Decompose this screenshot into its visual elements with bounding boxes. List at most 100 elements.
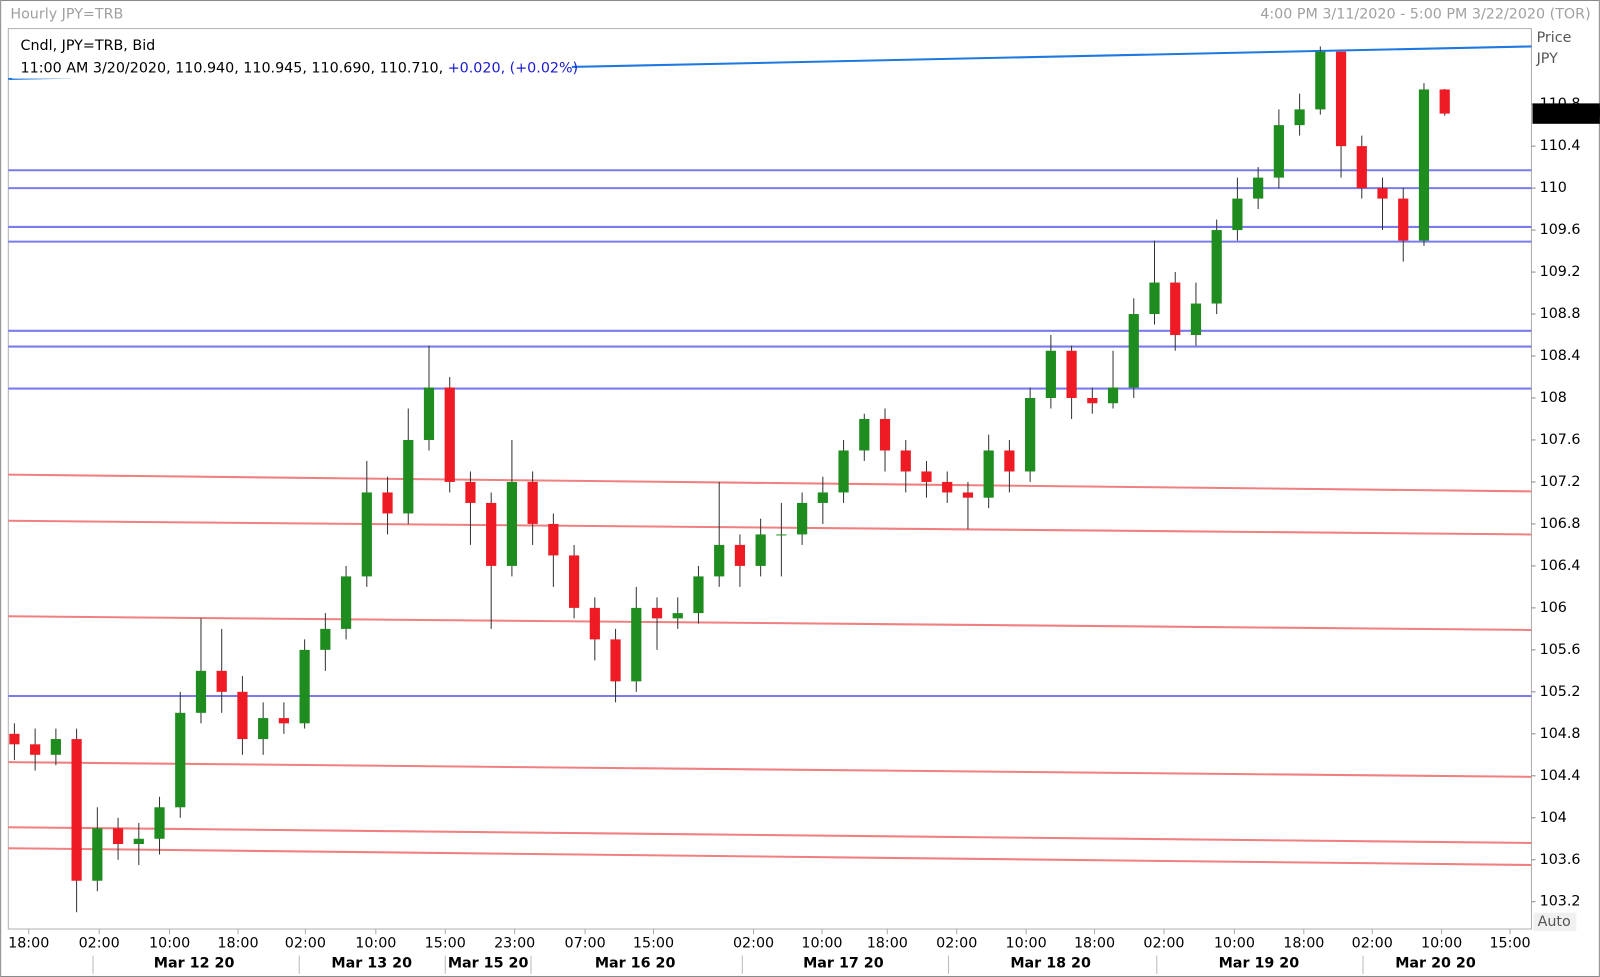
candle-body [714,544,725,577]
candle-body [1107,387,1119,404]
candle-body [1439,89,1450,114]
trend-line [8,826,1532,844]
candle-body [1025,397,1036,472]
candle-body [154,807,165,839]
candle-body [1398,198,1409,241]
x-tick-label: 07:00 [565,935,606,951]
candle-body [1294,109,1305,126]
date-range: 4:00 PM 3/11/2020 - 5:00 PM 3/22/2020 (T… [1260,6,1590,22]
date-label: Mar 18 20 [1010,956,1091,972]
y-tick-label: 105.6 [1540,642,1581,658]
x-tick-label: 02:00 [733,935,774,951]
candle-body [1170,282,1181,336]
x-tick-label: 02:00 [936,935,977,951]
date-label: Mar 13 20 [331,956,412,972]
candle-body [610,639,621,682]
candle-body [278,718,289,724]
x-tick-label: 23:00 [494,935,535,951]
date-label: Mar 19 20 [1219,956,1300,972]
candle-body [900,450,911,472]
candle-body [175,712,186,808]
candle-body [299,649,310,724]
candle-body [568,555,580,608]
y-tick-label: 108.8 [1540,306,1581,322]
candle-body [1273,125,1284,178]
candle-body [1190,303,1202,336]
candle-body [112,828,124,845]
y-tick-label: 104.8 [1540,726,1581,742]
candle-body [361,492,372,577]
date-label: Mar 16 20 [595,956,676,972]
x-tick-label: 02:00 [1143,935,1184,951]
candle-body [1335,51,1347,147]
y-tick-label: 103.2 [1540,894,1581,910]
candle-body [962,492,974,498]
candle-body [444,387,455,482]
candle-body [216,670,227,692]
candle-body [423,387,435,440]
candle-body [693,576,704,614]
candle-body [1087,397,1098,404]
candle-body [50,739,61,755]
candle-body [258,718,269,740]
trend-line [8,473,1532,493]
x-tick-label: 02:00 [79,935,120,951]
currency-label: JPY [1536,51,1559,67]
scale-mode[interactable]: Auto [1538,914,1571,930]
candles [9,46,1450,913]
auto-box[interactable] [1533,912,1577,932]
candle-body [983,450,994,498]
y-tick-label: 106.4 [1540,558,1581,574]
chart-title: Hourly JPY=TRB [10,6,123,22]
candle-body [817,492,828,503]
y-tick-label: 108.4 [1540,348,1581,364]
candle-body [403,439,414,514]
y-tick-label: 104.4 [1540,768,1581,784]
y-tick-label: 103.6 [1540,852,1581,868]
x-tick-label: 10:00 [1421,935,1462,951]
y-tick-label: 110 [1540,180,1567,196]
y-tick-label: 105.2 [1540,684,1581,700]
candle-body [1211,230,1222,304]
legend-ohlc: 11:00 AM 3/20/2020, 110.940, 110.945, 11… [21,60,579,76]
candle-body [1253,177,1264,199]
y-tick-label: 109.6 [1540,222,1581,238]
candle-body [776,534,787,536]
candle-body [527,481,538,524]
x-tick-label: 15:00 [425,935,466,951]
x-tick-label: 10:00 [1006,935,1047,951]
legend-change: +0.020, (+0.02%) [448,60,578,76]
candle-body [734,544,746,566]
candle-body [1418,89,1430,241]
candle-body [879,418,891,451]
candle-body [195,670,207,713]
y-tick-label: 110.4 [1540,138,1581,154]
legend-values: 11:00 AM 3/20/2020, 110.940, 110.945, 11… [21,60,444,76]
candle-body [1315,51,1326,110]
y-tick-label: 106.8 [1540,516,1581,532]
x-tick-label: 18:00 [1283,935,1324,951]
candle-body [30,744,41,755]
candle-body [382,492,393,514]
candle-body [1066,350,1077,398]
candle-body [1149,282,1160,315]
x-tick-label: 02:00 [285,935,326,951]
x-tick-label: 10:00 [801,935,842,951]
x-axis: 18:00 02:00 10:00 18:00 02:00 10:00 15:00 23:00… [8,929,1531,974]
y-tick-label: 107.6 [1540,432,1581,448]
x-tick-label: 10:00 [355,935,396,951]
last-price-label: 110.710 [1538,106,1600,122]
candle-body [506,481,518,566]
candle-body [672,613,683,619]
candle-body [1232,198,1243,231]
candle-body [486,502,497,566]
x-tick-label: 10:00 [1214,935,1255,951]
candle-body [755,534,766,566]
candle-body [71,739,82,881]
legend-box [12,33,572,79]
date-label: Mar 20 20 [1395,956,1476,972]
candle-body [92,828,103,881]
y-tick-label: 106 [1540,600,1567,616]
candle-body [1045,350,1056,398]
